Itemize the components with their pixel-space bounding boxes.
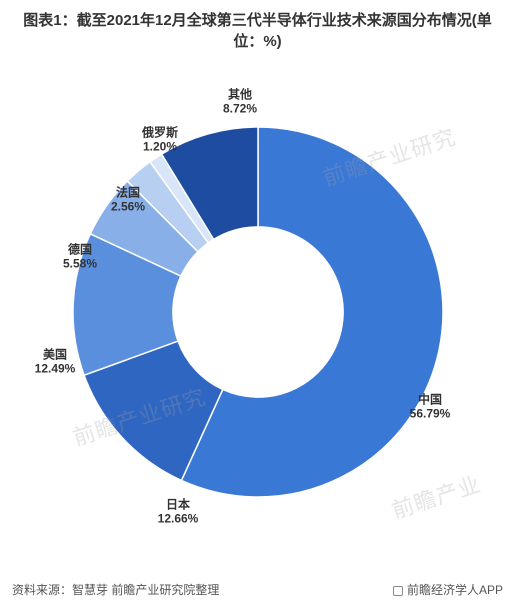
slice-label-中国: 中国56.79% [410,393,451,422]
footer: 资料来源：智慧芽 前瞻产业研究院整理 前瞻经济学人APP [0,581,515,598]
slice-label-美国: 美国12.49% [35,348,76,377]
donut-chart: 中国56.79% 日本12.66% 美国12.49% 德国5.58% 法国2.56% 俄罗… [0,57,515,567]
chart-title: 图表1：截至2021年12月全球第三代半导体行业技术来源国分布情况(单位：%) [0,0,515,57]
slice-label-日本: 日本12.66% [158,498,199,527]
slice-label-俄罗斯: 俄罗斯1.20% [142,126,178,155]
slice-label-其他: 其他8.72% [223,88,257,117]
slice-label-德国: 德国5.58% [63,243,97,272]
slice-label-法国: 法国2.56% [111,186,145,215]
credit-icon [393,586,403,596]
donut-svg [63,117,453,507]
credit-label: 前瞻经济学人APP [393,581,503,598]
source-label: 资料来源：智慧芽 前瞻产业研究院整理 [12,581,219,598]
